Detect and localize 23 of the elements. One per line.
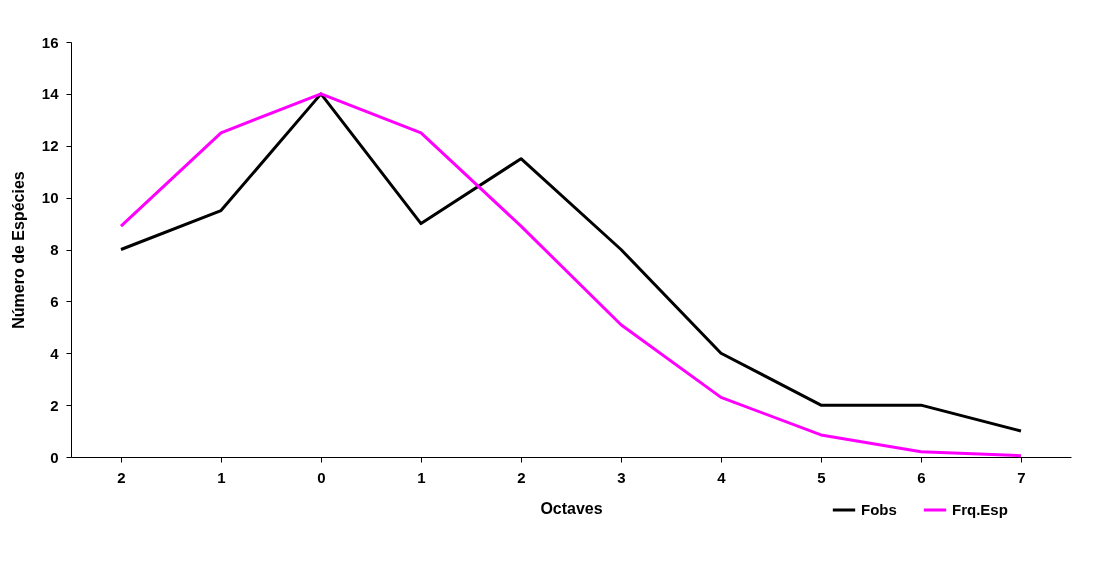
y-tick-label: 16 — [41, 33, 59, 51]
y-tick-label: 4 — [50, 344, 60, 362]
y-tick-label: 14 — [41, 85, 60, 103]
x-tick-label: 5 — [817, 468, 826, 486]
x-tick-label: 6 — [917, 468, 926, 486]
x-tick-label: 7 — [1017, 468, 1026, 486]
y-tick-label: 10 — [41, 189, 59, 207]
x-tick-label: 3 — [617, 468, 626, 486]
x-tick-label: 2 — [117, 468, 126, 486]
x-tick-label: 4 — [717, 468, 727, 486]
y-tick-label: 2 — [50, 396, 59, 414]
y-tick-label: 8 — [50, 241, 59, 258]
x-tick-label: 0 — [317, 468, 326, 486]
x-tick-label: 1 — [417, 468, 426, 486]
legend-label: Fobs — [861, 501, 897, 518]
x-tick-label: 1 — [217, 468, 226, 486]
y-tick-label: 12 — [41, 137, 59, 155]
y-tick-label: 0 — [50, 448, 59, 466]
x-tick-label: 2 — [517, 468, 526, 486]
legend-label: Frq.Esp — [952, 501, 1008, 518]
y-tick-label: 6 — [50, 292, 59, 310]
y-axis-title: Número de Espécies — [9, 171, 27, 329]
x-axis-title: Octaves — [540, 499, 603, 517]
